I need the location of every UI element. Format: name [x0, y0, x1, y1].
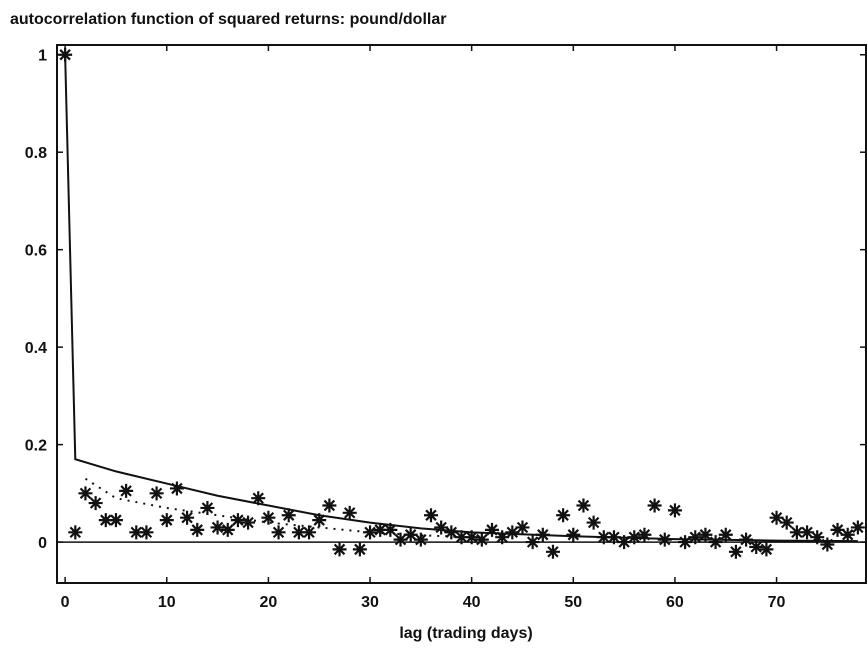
star-point [667, 503, 682, 518]
chart-title: autocorrelation function of squared retu… [10, 11, 446, 28]
star-point [108, 513, 123, 528]
star-point [210, 520, 225, 535]
star-point [98, 513, 113, 528]
star-point [495, 530, 510, 545]
star-point [840, 527, 855, 542]
x-tick-label: 20 [259, 594, 277, 611]
star-point [251, 491, 266, 506]
star-point [779, 515, 794, 530]
star-point [169, 481, 184, 496]
star-point [352, 542, 367, 557]
star-point [749, 539, 764, 554]
solid-line [64, 54, 858, 543]
star-point [78, 486, 93, 501]
y-tick-label: 0 [38, 535, 47, 552]
y-tick-label: 0.4 [25, 340, 47, 357]
star-point [281, 508, 296, 523]
star-point [820, 537, 835, 552]
star-point [718, 527, 733, 542]
star-point [241, 515, 256, 530]
star-point [190, 522, 205, 537]
star-point [688, 530, 703, 545]
star-point [342, 505, 357, 520]
star-point [403, 527, 418, 542]
star-point [576, 498, 591, 513]
y-tick-label: 0.6 [25, 243, 47, 260]
star-point [850, 520, 865, 535]
star-point [383, 522, 398, 537]
star-point [789, 525, 804, 540]
star-point [769, 510, 784, 525]
star-point [220, 522, 235, 537]
y-tick-label: 0.2 [25, 438, 47, 455]
x-tick-label: 70 [768, 594, 786, 611]
star-point [291, 525, 306, 540]
star-point [322, 498, 337, 513]
star-point [200, 500, 215, 515]
star-point [180, 510, 195, 525]
star-point [830, 522, 845, 537]
star-point [566, 527, 581, 542]
star-point [474, 532, 489, 547]
star-point [556, 508, 571, 523]
star-point [586, 515, 601, 530]
star-point [393, 532, 408, 547]
star-point [637, 527, 652, 542]
star-point [617, 535, 632, 550]
star-point [678, 535, 693, 550]
star-point [800, 525, 815, 540]
star-point [312, 513, 327, 528]
star-point [464, 530, 479, 545]
star-point [759, 542, 774, 557]
star-point [68, 525, 83, 540]
plot-frame [56, 44, 867, 584]
star-point [149, 486, 164, 501]
x-tick-label: 40 [463, 594, 481, 611]
star-point [647, 498, 662, 513]
star-point [373, 522, 388, 537]
y-tick-label: 1 [38, 48, 47, 65]
star-point [332, 542, 347, 557]
star-point [484, 522, 499, 537]
x-tick-label: 50 [564, 594, 582, 611]
star-point [708, 535, 723, 550]
x-tick-label: 60 [666, 594, 684, 611]
star-point [119, 483, 134, 498]
star-point [525, 535, 540, 550]
star-point [88, 496, 103, 511]
star-point [515, 520, 530, 535]
star-point [728, 544, 743, 559]
x-tick-label: 0 [61, 594, 70, 611]
star-point [505, 525, 520, 540]
y-tick-label: 0.8 [25, 145, 47, 162]
x-tick-label: 30 [361, 594, 379, 611]
star-point [424, 508, 439, 523]
star-point [444, 525, 459, 540]
star-point [129, 525, 144, 540]
x-tick-label: 10 [158, 594, 176, 611]
star-point [159, 513, 174, 528]
star-point [139, 525, 154, 540]
star-point [261, 510, 276, 525]
star-point [810, 530, 825, 545]
star-point [271, 525, 286, 540]
star-point [434, 520, 449, 535]
star-point [413, 532, 428, 547]
star-point [545, 544, 560, 559]
star-point [363, 525, 378, 540]
star-point [302, 525, 317, 540]
star-point [230, 513, 245, 528]
x-axis-label: lag (trading days) [399, 625, 532, 642]
star-point [698, 527, 713, 542]
